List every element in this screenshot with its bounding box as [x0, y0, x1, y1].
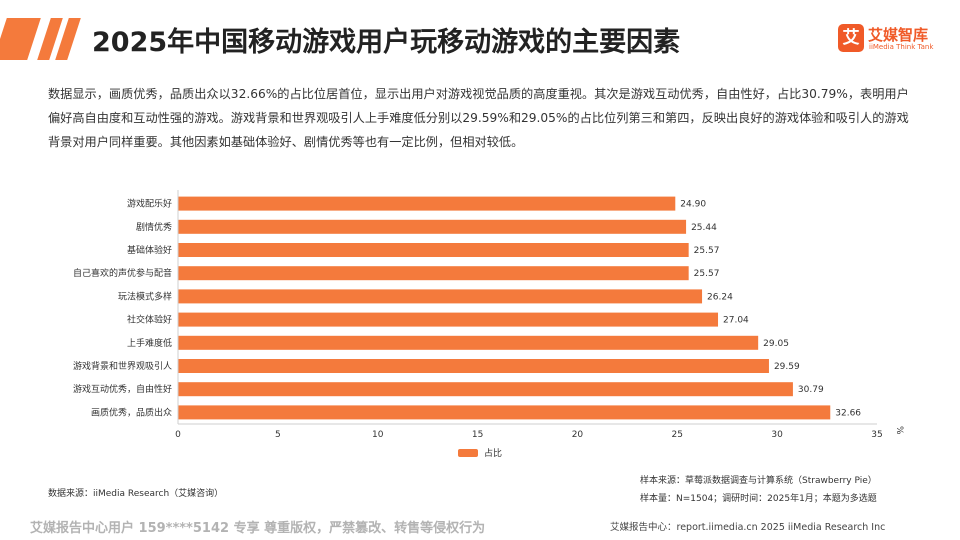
category-label: 社交体验好 [127, 314, 172, 326]
logo-chinese-name: 艾媒智库 [868, 26, 929, 44]
data-label: 25.57 [694, 269, 720, 279]
bar [178, 219, 687, 234]
data-label: 30.79 [798, 385, 824, 395]
x-tick-label: 20 [572, 430, 584, 440]
data-label: 32.66 [835, 408, 861, 418]
data-label: 27.04 [723, 316, 749, 326]
x-tick-label: 15 [472, 430, 483, 440]
data-label: 26.24 [707, 292, 733, 302]
category-label: 自己喜欢的声优参与配音 [73, 267, 172, 279]
category-label: 游戏配乐好 [127, 198, 172, 210]
category-label: 玩法模式多样 [118, 290, 172, 302]
sample-source: 样本来源：草莓派数据调查与计算系统（Strawberry Pie） [640, 476, 877, 486]
bar [178, 266, 689, 281]
category-label: 游戏互动优秀，自由性好 [73, 383, 172, 395]
logo-english-name: iiMedia Think Tank [869, 43, 934, 51]
legend-label: 占比 [484, 449, 503, 459]
bar [178, 312, 719, 327]
x-tick-label: 35 [871, 430, 882, 440]
bar [178, 405, 831, 420]
bar [178, 382, 793, 397]
bar [178, 196, 676, 211]
report-site: 艾媒报告中心：report.iimedia.cn 2025 iiMedia Re… [610, 522, 886, 533]
x-tick-label: 30 [771, 430, 783, 440]
copyright-watermark: 艾媒报告中心用户 159****5142 专享 尊重版权，严禁篡改、转售等侵权行… [30, 521, 486, 536]
category-label: 画质优秀，品质出众 [91, 406, 172, 418]
x-axis-unit-label: % [894, 426, 904, 435]
category-label: 游戏背景和世界观吸引人 [73, 360, 172, 372]
page-title: 2025年中国移动游戏用户玩移动游戏的主要因素 [92, 27, 681, 58]
category-label: 基础体验好 [127, 244, 172, 256]
bar [178, 359, 769, 373]
logo-mark: 艾 [838, 24, 864, 52]
bar [178, 243, 689, 257]
data-label: 25.44 [691, 223, 717, 233]
brand-logo: 艾 艾媒智库 iiMedia Think Tank [838, 24, 948, 60]
legend-swatch [458, 449, 478, 457]
category-label: 上手难度低 [127, 337, 172, 349]
sample-size: 样本量：N=1504；调研时间：2025年1月；本题为多选题 [640, 494, 877, 504]
x-tick-label: 0 [175, 430, 181, 440]
data-label: 25.57 [694, 246, 720, 256]
bar [178, 335, 759, 350]
data-label: 29.59 [774, 362, 800, 372]
bar [178, 289, 703, 304]
description-text: 数据显示，画质优秀，品质出众以32.66%的占比位居首位，显示出用户对游戏视觉品… [48, 87, 909, 149]
category-label: 剧情优秀 [136, 221, 172, 233]
data-source: 数据来源：iiMedia Research（艾媒咨询） [48, 489, 224, 499]
data-label: 24.90 [680, 200, 706, 210]
data-label: 29.05 [763, 339, 789, 349]
x-tick-label: 10 [372, 430, 384, 440]
x-tick-label: 5 [275, 430, 281, 440]
x-tick-label: 25 [672, 430, 683, 440]
